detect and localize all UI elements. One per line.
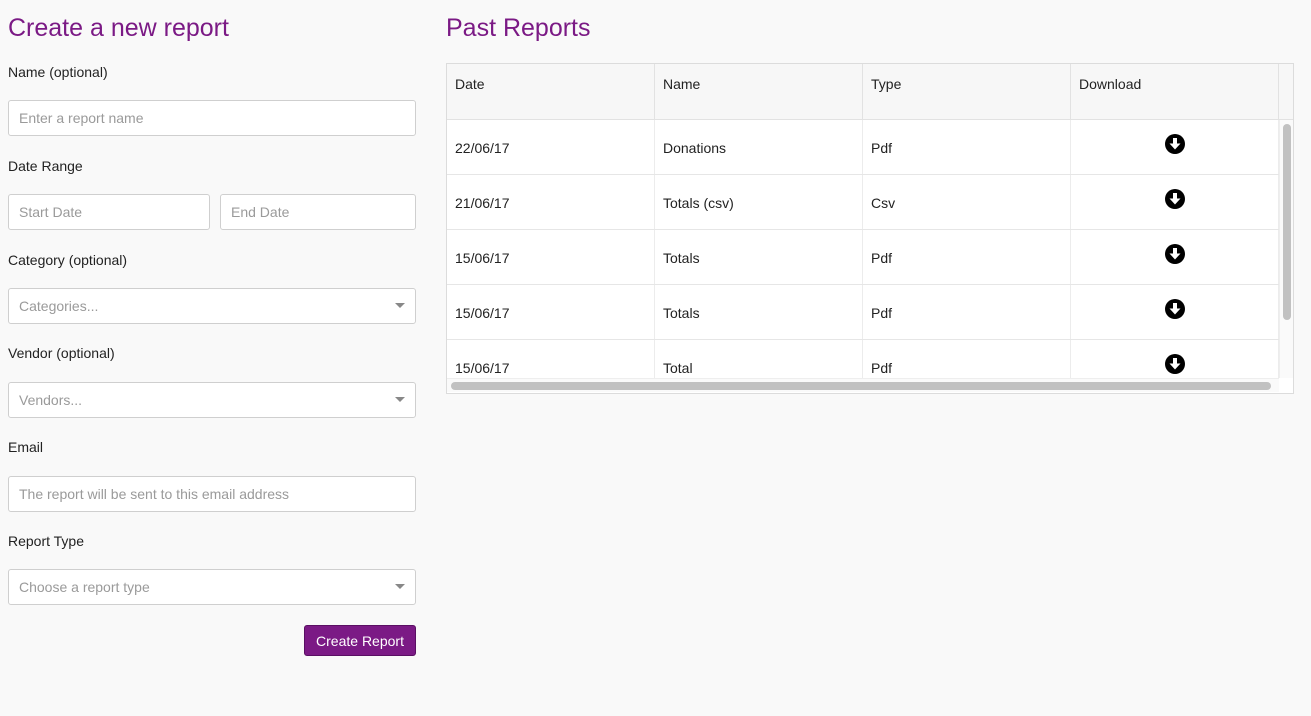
end-date-input[interactable]: [220, 194, 416, 230]
cell-type: Pdf: [863, 230, 1071, 284]
column-header-name[interactable]: Name: [655, 64, 863, 120]
name-label: Name (optional): [8, 64, 108, 80]
table-row: 15/06/17 Totals Pdf: [447, 230, 1279, 285]
cell-type: Pdf: [863, 120, 1071, 174]
column-header-type[interactable]: Type: [863, 64, 1071, 120]
create-report-button[interactable]: Create Report: [304, 625, 416, 656]
download-circle-icon[interactable]: [1164, 354, 1185, 374]
category-placeholder: Categories...: [19, 298, 99, 314]
category-label: Category (optional): [8, 252, 128, 268]
cell-download: [1071, 175, 1279, 229]
cell-type: Pdf: [863, 285, 1071, 339]
download-circle-icon[interactable]: [1164, 244, 1185, 264]
caret-down-icon: [395, 584, 405, 589]
cell-download: [1071, 230, 1279, 284]
horizontal-scrollbar-thumb[interactable]: [451, 382, 1271, 390]
caret-down-icon: [395, 303, 405, 308]
vertical-scrollbar[interactable]: [1279, 120, 1293, 378]
vertical-scrollbar-thumb[interactable]: [1283, 124, 1291, 320]
cell-name: Donations: [655, 120, 863, 174]
table-row: 21/06/17 Totals (csv) Csv: [447, 175, 1279, 230]
category-select[interactable]: Categories...: [8, 288, 416, 324]
past-reports-table: Date Name Type Download 22/06/17 Donatio…: [446, 63, 1294, 394]
cell-date: 22/06/17: [447, 120, 655, 174]
table-header: Date Name Type Download: [447, 64, 1279, 120]
report-type-placeholder: Choose a report type: [19, 579, 150, 595]
cell-type: Csv: [863, 175, 1071, 229]
cell-date: 15/06/17: [447, 340, 655, 378]
vendor-label: Vendor (optional): [8, 345, 115, 361]
create-report-title: Create a new report: [8, 14, 229, 42]
vendor-placeholder: Vendors...: [19, 392, 83, 408]
report-type-label: Report Type: [8, 533, 85, 549]
past-reports-title: Past Reports: [446, 14, 591, 42]
cell-date: 15/06/17: [447, 285, 655, 339]
cell-name: Totals (csv): [655, 175, 863, 229]
download-circle-icon[interactable]: [1164, 134, 1185, 154]
start-date-input[interactable]: [8, 194, 210, 230]
cell-download: [1071, 285, 1279, 339]
cell-download: [1071, 340, 1279, 378]
table-body: 22/06/17 Donations Pdf 21/06/17 Totals (…: [447, 120, 1279, 378]
email-input[interactable]: [8, 476, 416, 512]
date-range-label: Date Range: [8, 158, 83, 174]
cell-name: Totals: [655, 230, 863, 284]
cell-name: Total: [655, 340, 863, 378]
download-circle-icon[interactable]: [1164, 299, 1185, 319]
email-label: Email: [8, 439, 44, 455]
column-header-download[interactable]: Download: [1071, 64, 1279, 120]
report-name-input[interactable]: [8, 100, 416, 136]
report-type-select[interactable]: Choose a report type: [8, 569, 416, 605]
cell-type: Pdf: [863, 340, 1071, 378]
cell-download: [1071, 120, 1279, 174]
table-row: 15/06/17 Totals Pdf: [447, 285, 1279, 340]
caret-down-icon: [395, 397, 405, 402]
cell-date: 21/06/17: [447, 175, 655, 229]
download-circle-icon[interactable]: [1164, 189, 1185, 209]
cell-name: Totals: [655, 285, 863, 339]
table-row: 22/06/17 Donations Pdf: [447, 120, 1279, 175]
horizontal-scrollbar[interactable]: [447, 378, 1279, 392]
cell-date: 15/06/17: [447, 230, 655, 284]
vendor-select[interactable]: Vendors...: [8, 382, 416, 418]
column-header-date[interactable]: Date: [447, 64, 655, 120]
header-corner: [1279, 64, 1293, 120]
table-row: 15/06/17 Total Pdf: [447, 340, 1279, 378]
